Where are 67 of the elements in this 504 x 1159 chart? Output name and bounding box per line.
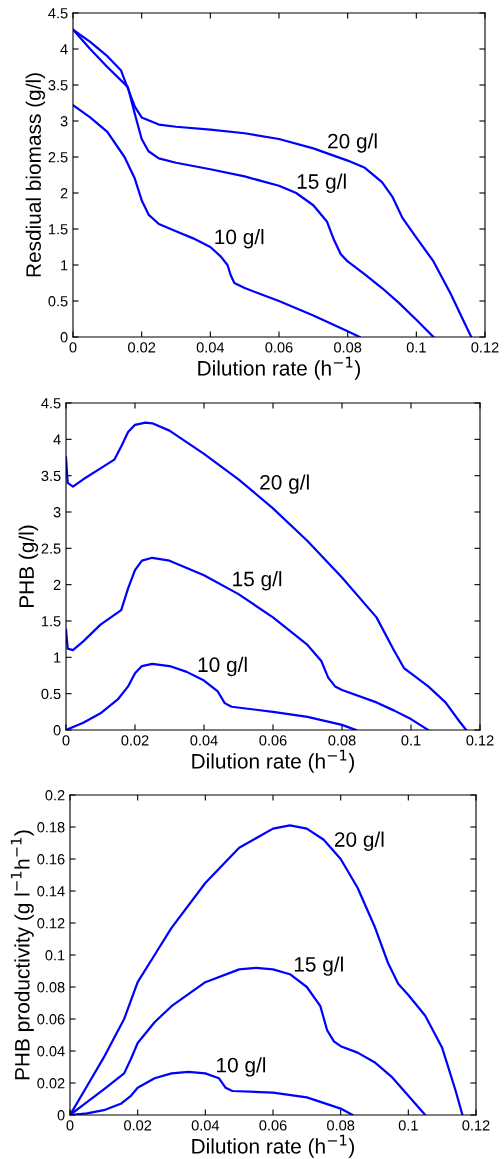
y-tick-label: 0.5	[48, 296, 68, 307]
y-tick-label: 0.02	[37, 1078, 65, 1089]
x-tick-label: 0.12	[471, 342, 499, 353]
annotation: 10 g/l	[215, 229, 264, 249]
x-tick-label: 0.1	[401, 735, 421, 746]
y-tick-label: 3.5	[41, 470, 61, 482]
y-tick-label: 1.5	[41, 616, 61, 627]
x-tick-label: 0.08	[328, 735, 356, 746]
x-tick-label: 0.06	[265, 342, 293, 353]
x-tick-label: 0.04	[196, 342, 225, 353]
x-tick-label: 0.12	[462, 1120, 490, 1131]
x-tick-label: 0.08	[327, 1120, 355, 1131]
y-tick-label: 2.5	[41, 543, 61, 554]
x-tick-label: 0.06	[259, 735, 287, 746]
y-tick-label: 0.1	[45, 950, 65, 961]
line-series	[66, 556, 430, 730]
y-tick-label: 1	[54, 652, 61, 663]
y-axis-title: Resdiual biomass (g/l)	[25, 73, 46, 277]
y-tick-label: 0	[60, 332, 68, 343]
y-tick-label: 3	[53, 507, 61, 518]
x-tick-label: 0.04	[191, 1120, 220, 1131]
y-axis-title: PHB (g/l)	[18, 525, 39, 608]
annotation: 10 g/l	[217, 1057, 266, 1077]
y-tick-label: 1	[61, 260, 68, 271]
annotation: 10 g/l	[198, 656, 247, 677]
x-tick-label: 0.12	[466, 735, 494, 746]
annotation: 15 g/l	[297, 173, 346, 193]
y-tick-label: 0.16	[37, 854, 65, 865]
x-axis-title: Dilution rate (h$^{−1}$)	[198, 356, 360, 380]
y-tick-label: 0	[53, 725, 61, 736]
annotation: 20 g/l	[328, 133, 377, 153]
x-tick-label: 0.04	[190, 735, 218, 746]
y-tick-label: 2	[53, 579, 61, 590]
y-tick-label: 0.12	[37, 918, 65, 929]
x-tick-label: 0.02	[128, 342, 156, 353]
y-tick-label: 4.5	[48, 8, 68, 19]
x-tick-label: 0.1	[406, 342, 426, 353]
annotation: 20 g/l	[260, 474, 309, 494]
x-tick-label: 0.1	[398, 1120, 418, 1131]
x-tick-label: 0	[69, 342, 77, 353]
y-tick-label: 2.5	[48, 152, 68, 163]
y-tick-label: 4.5	[41, 398, 61, 409]
y-tick-label: 1.5	[48, 224, 68, 235]
y-tick-label: 4	[53, 434, 61, 445]
x-tick-label: 0.02	[124, 1120, 152, 1131]
y-tick-label: 0.06	[37, 1014, 65, 1025]
x-axis-title: Dilution rate (h$^{−1}$)	[192, 1134, 354, 1158]
y-tick-label: 3.5	[48, 80, 68, 91]
y-tick-label: 0.04	[37, 1046, 65, 1057]
y-tick-label: 0.18	[37, 822, 65, 833]
y-axis-title: PHB productivity (g l$^{−1}$h$^{−1}$)	[10, 830, 34, 1080]
annotation: 15 g/l	[233, 571, 282, 591]
annotation: 15 g/l	[294, 956, 343, 976]
y-tick-label: 3	[60, 116, 68, 127]
y-tick-label: 0.2	[45, 790, 65, 801]
y-tick-label: 0	[57, 1110, 65, 1121]
x-tick-label: 0.06	[259, 1120, 287, 1131]
x-axis-title: Dilution rate (h$^{−1}$)	[192, 749, 354, 773]
y-tick-label: 0.5	[41, 688, 61, 700]
y-tick-label: 4	[60, 44, 68, 55]
y-tick-label: 2	[60, 188, 68, 199]
x-tick-label: 0.02	[121, 735, 149, 746]
y-tick-label: 0.14	[37, 886, 65, 897]
line-series	[66, 421, 468, 730]
annotation: 20 g/l	[334, 831, 384, 851]
x-tick-label: 0.08	[334, 342, 362, 353]
y-tick-label: 0.08	[37, 982, 65, 993]
